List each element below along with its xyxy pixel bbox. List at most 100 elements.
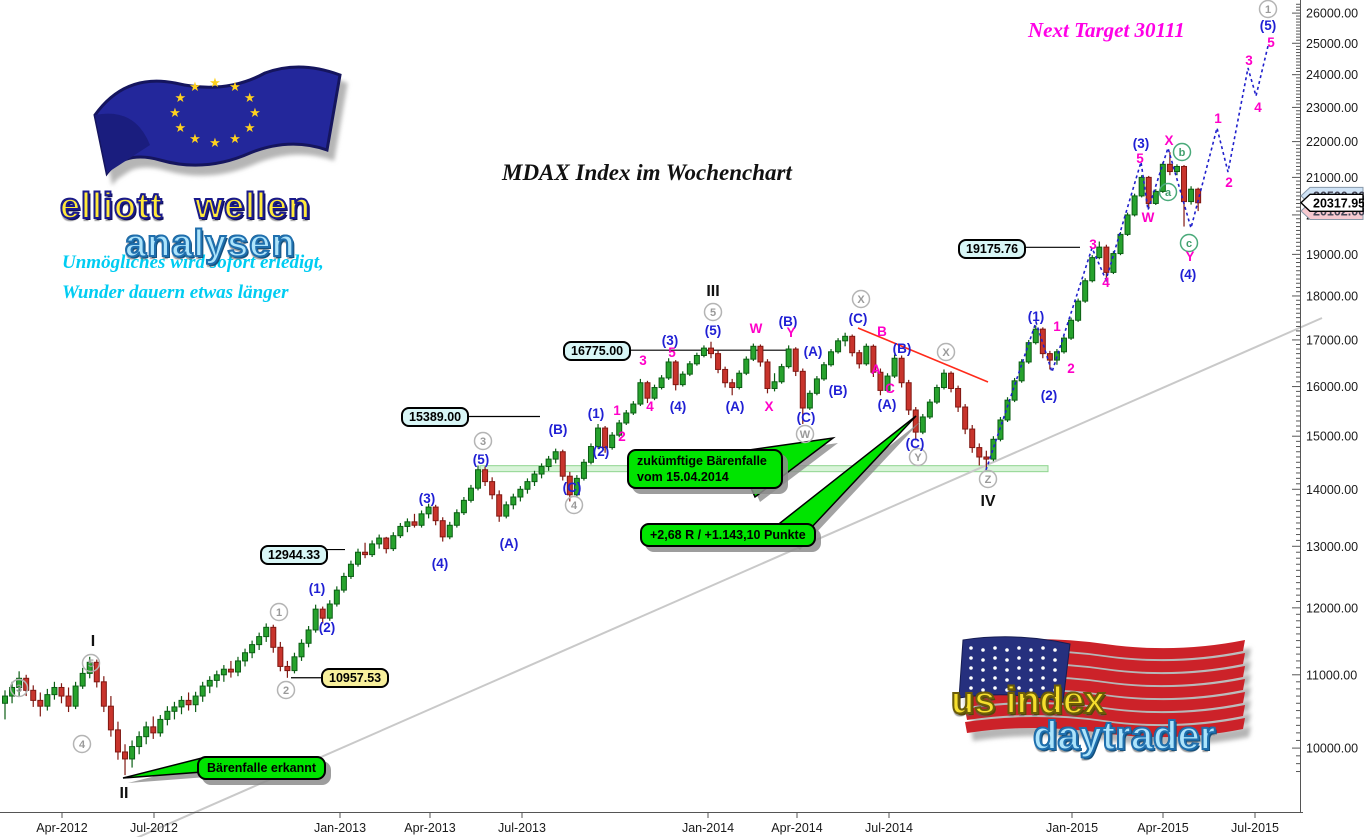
wave-circle bbox=[81, 653, 101, 673]
candle-body bbox=[750, 345, 757, 360]
us-flag-star bbox=[1041, 686, 1045, 690]
candle-body bbox=[806, 392, 813, 409]
wave-label-text: 2 bbox=[1225, 175, 1233, 190]
candle-body bbox=[347, 563, 354, 577]
candle-body bbox=[16, 677, 23, 688]
logo-word-elliott: elliott bbox=[59, 184, 163, 227]
candle-body bbox=[722, 368, 729, 384]
level-label-15389: 15389.00 bbox=[401, 407, 470, 427]
candle-body bbox=[1025, 342, 1032, 363]
us-flag-star bbox=[969, 686, 973, 690]
wave-label-text: (2) bbox=[593, 444, 610, 459]
eu-star: ★ bbox=[169, 105, 181, 120]
us-flag-star bbox=[1053, 648, 1057, 652]
candle-body bbox=[637, 382, 644, 405]
wave-label-text: 4 bbox=[646, 399, 654, 414]
y-axis-label: 12000.00 bbox=[1306, 601, 1358, 615]
candle-body bbox=[870, 345, 877, 373]
wave-label-text: W bbox=[1142, 210, 1155, 225]
trendline-red bbox=[857, 327, 989, 383]
candle-body bbox=[700, 347, 707, 356]
wave-circle bbox=[473, 431, 493, 451]
candle-body bbox=[333, 589, 340, 605]
logo-word-daytrader: daytrader bbox=[1032, 713, 1216, 759]
candle-body bbox=[933, 387, 940, 403]
wave-label-text: (B) bbox=[549, 422, 568, 437]
x-axis-label: Jan-2015 bbox=[1046, 821, 1098, 835]
wave-circle bbox=[269, 602, 289, 622]
candle-body bbox=[178, 699, 185, 708]
candle-body bbox=[757, 345, 764, 363]
wave-label-text: B bbox=[877, 324, 887, 339]
us-flag-star bbox=[1029, 658, 1033, 662]
wave-label-text: 1 bbox=[1214, 111, 1222, 126]
wave-label-text: 1 bbox=[1265, 4, 1271, 16]
wave-circle bbox=[978, 469, 998, 489]
wave-label-text: X bbox=[942, 347, 950, 359]
wave-label-text: (A) bbox=[804, 344, 823, 359]
candle-body bbox=[220, 668, 227, 676]
candle-body bbox=[136, 736, 143, 748]
candle-body bbox=[192, 695, 199, 706]
x-axis-label: Apr-2014 bbox=[771, 821, 822, 835]
wave-circle bbox=[1179, 233, 1199, 253]
candle-body bbox=[1124, 214, 1131, 235]
candle-body bbox=[651, 387, 658, 399]
us-flag-star bbox=[993, 686, 997, 690]
candle-body bbox=[1068, 319, 1075, 339]
wave-label-text: (5) bbox=[705, 323, 722, 338]
candle-body bbox=[552, 451, 559, 460]
y-axis-label: 17000.00 bbox=[1306, 333, 1358, 347]
wave-label-text: 5 bbox=[710, 307, 716, 319]
candle-body bbox=[242, 652, 249, 662]
candle-body bbox=[1096, 246, 1103, 259]
y-axis-label: 26000.00 bbox=[1306, 7, 1358, 21]
wave-label-text: c bbox=[1186, 238, 1192, 250]
us-flag-star bbox=[993, 666, 997, 670]
callout-future-beartrap-line1: zukümftige Bärenfalle bbox=[637, 454, 767, 468]
wave-label-text: Y bbox=[1185, 249, 1194, 264]
us-index-daytrader-logo: us index daytrader bbox=[945, 632, 1275, 782]
eu-star: ★ bbox=[209, 135, 221, 150]
candle-body bbox=[602, 427, 609, 449]
wave-label-text: (C) bbox=[906, 436, 925, 451]
us-flag-star bbox=[981, 668, 985, 672]
candle-body bbox=[778, 366, 785, 383]
candle-body bbox=[842, 335, 849, 342]
y-axis-label: 18000.00 bbox=[1306, 289, 1358, 303]
wave-label-text: (C) bbox=[797, 410, 816, 425]
wave-label-text: Z bbox=[985, 474, 992, 486]
y-axis-label: 11000.00 bbox=[1306, 668, 1357, 682]
wave-label-text: 1 bbox=[1053, 319, 1061, 334]
wave-label-text: 5 bbox=[1136, 151, 1144, 166]
wave-label-text: (B) bbox=[829, 383, 848, 398]
wave-label-text: X bbox=[764, 399, 773, 414]
trendline-gray bbox=[136, 317, 1323, 837]
wave-label-text: (C) bbox=[849, 311, 868, 326]
candle-body bbox=[1053, 351, 1060, 361]
us-flag-star bbox=[1053, 678, 1057, 682]
candle-body bbox=[150, 726, 157, 734]
y-axis-label: 13000.00 bbox=[1306, 540, 1358, 554]
candle-body bbox=[1131, 195, 1138, 216]
candle-body bbox=[475, 469, 482, 489]
candle-body bbox=[453, 512, 460, 526]
candle-body bbox=[256, 636, 263, 646]
wave-circle bbox=[564, 495, 584, 515]
wave-label-text: 1 bbox=[613, 403, 621, 418]
wave-label-text: X bbox=[1164, 133, 1173, 148]
wave-label-text: (B) bbox=[893, 341, 912, 356]
us-flag-star bbox=[1029, 688, 1033, 692]
candle-body bbox=[1159, 163, 1166, 192]
candle-body bbox=[79, 672, 86, 687]
candle-body bbox=[517, 488, 524, 498]
candle-body bbox=[496, 494, 503, 517]
y-axis-label: 22000.00 bbox=[1306, 135, 1358, 149]
candle-body bbox=[1075, 300, 1082, 321]
us-flag-canton bbox=[958, 636, 1071, 703]
wave-label-text: 2 bbox=[618, 429, 626, 444]
wave-label-text: 5 bbox=[1267, 35, 1275, 50]
candle-body bbox=[199, 685, 206, 697]
eu-star: ★ bbox=[249, 105, 261, 120]
